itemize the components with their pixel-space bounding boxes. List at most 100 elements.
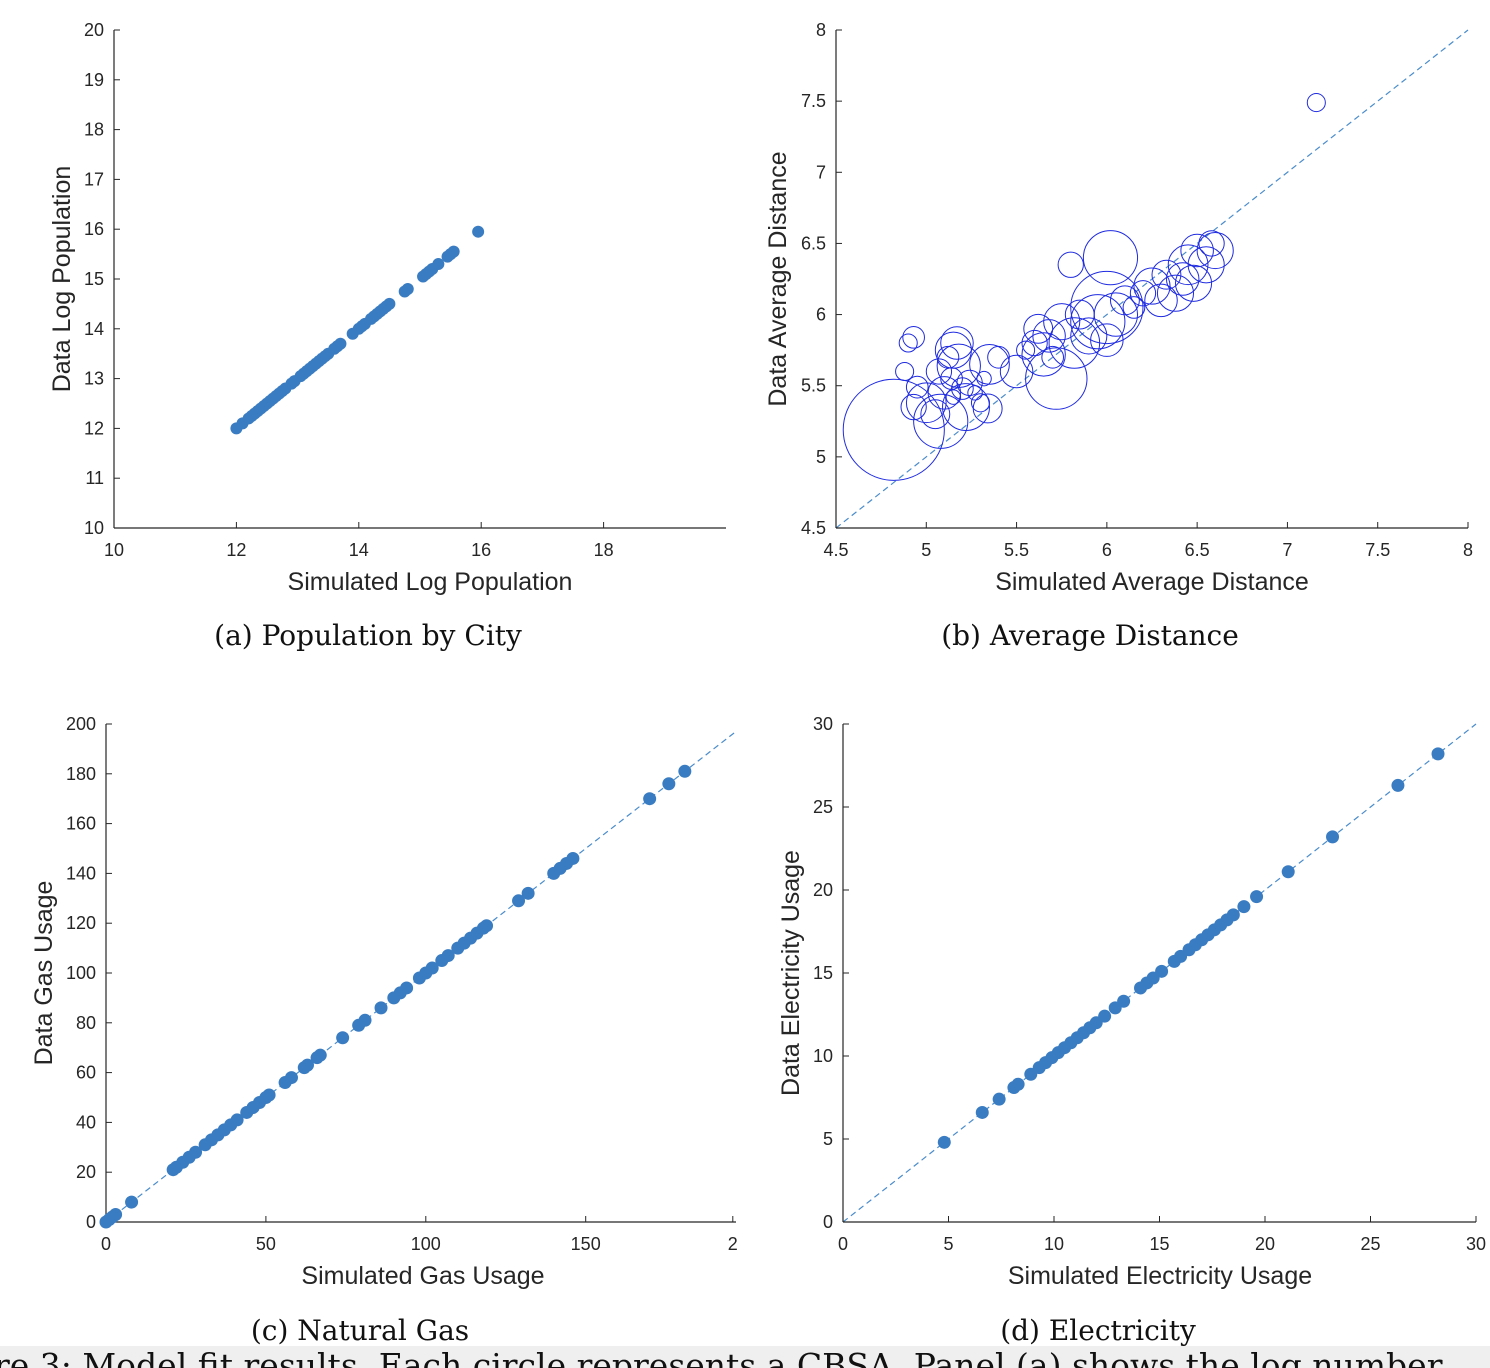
x-tick-label: 10 [104, 540, 124, 560]
y-tick-label: 100 [66, 963, 96, 983]
chart-panel-b: 4.5 5 5.5 6 6.5 7 7.5 8 4.5 5 5.5 6 6.5 7 7.5 8 Simulate… [764, 20, 1473, 652]
y-tick-label: 12 [84, 418, 104, 438]
data-point [945, 389, 962, 405]
data-point [1021, 329, 1048, 357]
data-point [441, 949, 455, 963]
x-tick-label: 50 [256, 1234, 276, 1254]
x-tick-label: 2 [728, 1234, 738, 1254]
data-point [920, 399, 951, 430]
y-tick-label: 25 [813, 797, 833, 817]
data-point [1043, 303, 1081, 341]
data-points [842, 93, 1326, 481]
data-point [1122, 296, 1146, 319]
data-point [262, 1088, 276, 1102]
y-tick-label: 0 [823, 1212, 833, 1232]
data-point [999, 354, 1034, 389]
data-point [334, 337, 347, 350]
x-tick-label: 12 [226, 540, 246, 560]
data-point [1226, 908, 1240, 922]
x-tick-label: 25 [1360, 1234, 1380, 1254]
y-tick-label: 14 [84, 319, 104, 339]
y-tick-label: 16 [84, 219, 104, 239]
y-tick-label: 4.5 [801, 518, 826, 538]
data-point [1057, 251, 1084, 278]
chart-panel-c: 0 50 100 150 2020406080100120140160180200Sim… [30, 714, 738, 1347]
x-axis-label: Simulated Average Distance [995, 568, 1309, 596]
data-point [898, 333, 918, 353]
y-tick-label: 19 [84, 70, 104, 90]
data-point [230, 1113, 244, 1127]
x-tick-label: 150 [571, 1234, 601, 1254]
x-tick-label: 10 [1044, 1234, 1064, 1254]
y-tick-label: 6.5 [801, 233, 826, 253]
data-point [300, 1058, 314, 1072]
data-point [401, 282, 414, 295]
data-point [940, 326, 974, 360]
data-point [1431, 747, 1445, 761]
data-point [678, 764, 692, 778]
y-tick-label: 30 [813, 714, 833, 734]
data-point [942, 383, 990, 432]
data-point [1187, 246, 1225, 284]
data-point [358, 1013, 372, 1027]
y-tick-label: 180 [66, 764, 96, 784]
data-point [1281, 865, 1295, 879]
data-point [336, 1031, 350, 1045]
data-point [109, 1208, 123, 1222]
data-point [936, 345, 960, 369]
data-point [1156, 274, 1195, 312]
y-tick-label: 20 [84, 20, 104, 40]
y-tick-label: 11 [85, 468, 104, 488]
x-tick-label: 5 [943, 1234, 953, 1254]
y-axis-label: Data Gas Usage [30, 881, 58, 1066]
data-point [1306, 93, 1326, 113]
data-point [1070, 294, 1126, 350]
data-point [975, 1105, 989, 1119]
data-point [1082, 230, 1139, 286]
y-tick-label: 5 [816, 447, 826, 467]
data-point [1093, 292, 1139, 337]
x-tick-label: 15 [1149, 1234, 1169, 1254]
data-point [1070, 317, 1108, 355]
panel-caption: (d) Electricity [1000, 1314, 1196, 1347]
y-tick-label: 140 [66, 863, 96, 883]
data-point [925, 358, 953, 385]
data-point [1011, 1077, 1025, 1091]
data-point [425, 961, 439, 975]
data-point [662, 777, 676, 791]
data-point [480, 919, 494, 933]
x-tick-label: 14 [349, 540, 369, 560]
data-point [937, 1135, 951, 1149]
data-point [987, 345, 1010, 369]
data-point [512, 894, 526, 908]
panel-caption: (c) Natural Gas [251, 1314, 469, 1347]
x-tick-label: 7.5 [1365, 540, 1390, 560]
x-tick-label: 6 [1102, 540, 1112, 560]
y-tick-label: 8 [816, 20, 826, 40]
data-point [1151, 259, 1182, 290]
data-point [905, 375, 929, 399]
data-point [1023, 313, 1054, 344]
y-tick-label: 10 [813, 1046, 833, 1066]
data-point [936, 343, 981, 388]
data-point [1174, 264, 1213, 302]
data-point [643, 792, 657, 806]
x-tick-label: 5.5 [1004, 540, 1029, 560]
data-point [895, 361, 915, 382]
x-tick-label: 0 [101, 1234, 111, 1254]
y-tick-label: 40 [76, 1112, 96, 1132]
data-point [1165, 262, 1200, 296]
data-point [934, 331, 972, 369]
y-tick-label: 120 [66, 913, 96, 933]
data-point [1109, 285, 1140, 316]
data-point [1016, 340, 1036, 360]
data-point [1032, 319, 1066, 353]
data-point [1129, 280, 1157, 307]
data-point [976, 370, 992, 387]
data-point [1391, 778, 1405, 792]
data-point [1250, 890, 1264, 904]
data-point [1167, 244, 1209, 286]
data-point [383, 297, 396, 310]
y-tick-label: 60 [76, 1063, 96, 1083]
